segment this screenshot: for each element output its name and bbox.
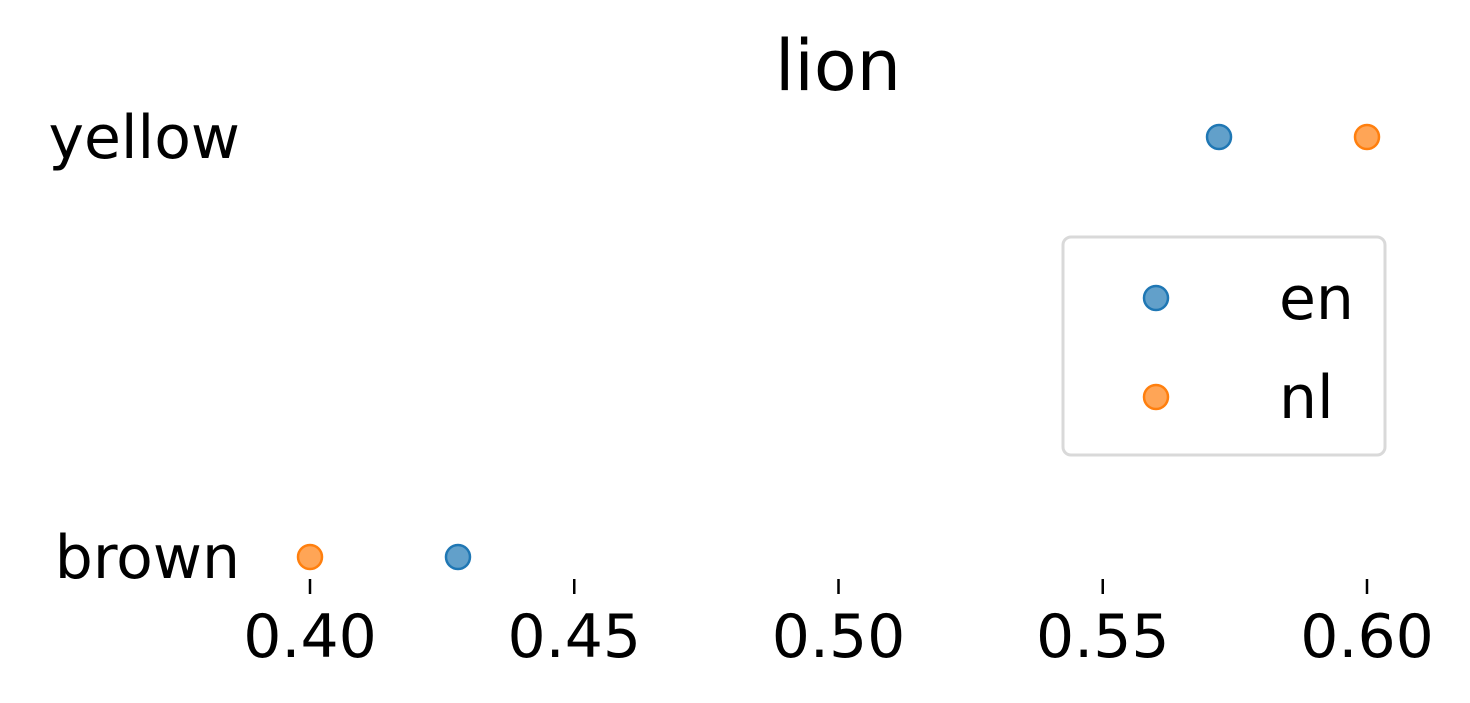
legend-label-nl: nl [1279, 363, 1334, 433]
x-tick-label: 0.55 [1036, 602, 1170, 672]
legend: en nl [1061, 235, 1387, 457]
legend-marker-nl [1142, 383, 1170, 411]
y-tick-label-yellow: yellow [48, 103, 240, 173]
x-tick-label: 0.40 [243, 602, 377, 672]
point-en-yellow [1205, 123, 1233, 151]
chart-title: lion [775, 25, 901, 107]
x-tick-label: 0.60 [1300, 602, 1434, 672]
legend-label-en: en [1279, 264, 1354, 334]
y-tick-label-brown: brown [55, 523, 240, 593]
x-tick-label: 0.45 [507, 602, 641, 672]
x-tick-label: 0.50 [772, 602, 906, 672]
point-nl-brown [296, 543, 324, 571]
legend-marker-en [1142, 284, 1170, 312]
data-points [296, 123, 1381, 571]
point-en-brown [444, 543, 472, 571]
x-axis: 0.40 0.45 0.50 0.55 0.60 [243, 579, 1434, 672]
y-axis-labels: brown yellow [48, 103, 240, 593]
point-nl-yellow [1353, 123, 1381, 151]
